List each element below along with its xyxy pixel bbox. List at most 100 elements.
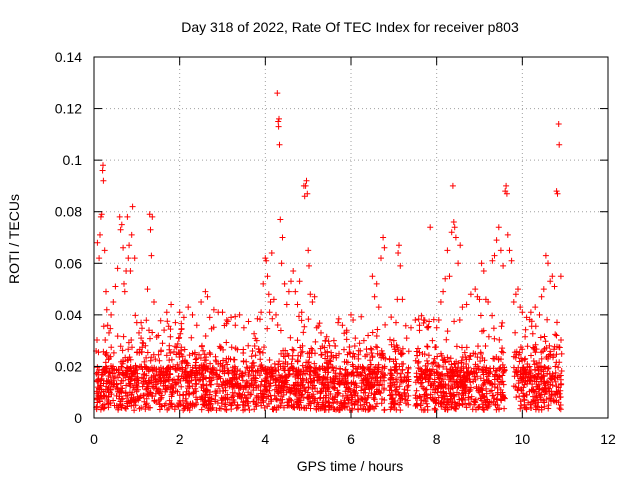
data-point: [449, 182, 456, 189]
data-point: [149, 329, 156, 336]
data-point: [298, 309, 305, 316]
data-point: [371, 370, 378, 377]
data-point: [512, 291, 519, 298]
data-point: [307, 398, 314, 405]
data-point: [232, 313, 239, 320]
data-point: [206, 391, 213, 398]
data-point: [283, 301, 290, 308]
data-point: [416, 327, 423, 334]
data-point: [371, 293, 378, 300]
data-point: [491, 335, 498, 342]
data-point: [371, 396, 378, 403]
data-point: [338, 400, 345, 407]
data-point: [444, 398, 451, 405]
data-point: [484, 373, 491, 380]
data-point: [156, 406, 163, 413]
data-point: [485, 299, 492, 305]
data-point: [526, 368, 533, 375]
data-point: [544, 316, 551, 323]
data-point: [327, 358, 334, 365]
data-point: [418, 370, 425, 377]
data-point: [152, 381, 159, 388]
data-point: [218, 344, 224, 351]
data-point: [243, 395, 250, 402]
data-point: [465, 394, 472, 401]
data-point: [144, 286, 151, 293]
data-point: [123, 392, 130, 399]
data-point: [306, 371, 313, 378]
data-point: [168, 401, 175, 408]
data-point: [373, 280, 380, 287]
data-point: [318, 329, 324, 336]
data-point: [452, 234, 459, 241]
y-tick-label: 0.14: [55, 49, 82, 65]
data-point: [555, 364, 562, 371]
y-tick-label: 0.12: [55, 101, 82, 117]
data-point: [292, 391, 299, 398]
data-point: [429, 380, 436, 387]
data-point: [380, 234, 387, 241]
data-point: [278, 382, 285, 389]
data-point: [240, 350, 247, 356]
data-point: [458, 357, 465, 364]
data-point: [416, 349, 423, 356]
data-point: [492, 402, 499, 409]
data-point: [530, 344, 537, 351]
data-point: [198, 299, 205, 305]
data-point: [500, 394, 507, 401]
data-point: [268, 364, 275, 371]
data-point: [157, 317, 164, 324]
data-point: [536, 381, 543, 388]
data-point: [326, 342, 333, 349]
data-point: [504, 231, 511, 238]
data-point: [125, 255, 132, 262]
data-point: [553, 188, 560, 195]
data-point: [390, 337, 397, 344]
data-point: [319, 343, 326, 350]
data-point: [296, 404, 303, 411]
data-point: [350, 317, 357, 323]
data-point: [178, 383, 185, 390]
data-point: [142, 403, 149, 410]
data-point: [399, 366, 406, 373]
data-point: [451, 224, 458, 231]
data-point: [358, 387, 365, 394]
data-point: [258, 309, 265, 316]
axis-ticks: 0 2 4 6 8 10 12 0 0.02 0.04 0.06 0.08 0.1 0.12 0.14: [55, 49, 616, 447]
data-point: [415, 358, 422, 365]
data-point: [520, 390, 527, 397]
data-point: [193, 381, 200, 388]
data-point: [453, 343, 460, 350]
data-point: [95, 378, 102, 385]
data-point: [123, 398, 130, 405]
data-point: [252, 352, 259, 359]
data-point: [524, 343, 531, 350]
data-point: [229, 389, 236, 396]
y-tick-label: 0.1: [63, 152, 83, 168]
data-point: [296, 397, 303, 404]
data-point: [177, 330, 184, 337]
data-point: [364, 373, 371, 380]
data-point: [346, 407, 353, 413]
data-point: [118, 363, 125, 370]
data-point: [276, 358, 283, 365]
data-point: [455, 260, 462, 267]
data-point: [287, 334, 294, 341]
data-point: [333, 354, 340, 361]
data-point: [349, 353, 356, 360]
data-point: [98, 369, 105, 376]
data-point: [373, 377, 380, 384]
data-point: [519, 357, 526, 364]
data-point: [157, 396, 164, 402]
data-point: [163, 377, 169, 384]
data-point: [387, 336, 393, 343]
data-point: [116, 401, 123, 407]
data-point: [246, 407, 253, 413]
data-point: [245, 318, 252, 325]
data-point: [336, 375, 343, 382]
data-point: [497, 386, 504, 393]
data-point: [318, 351, 325, 358]
data-point: [434, 363, 440, 370]
data-point: [339, 322, 346, 329]
data-point: [496, 406, 502, 413]
